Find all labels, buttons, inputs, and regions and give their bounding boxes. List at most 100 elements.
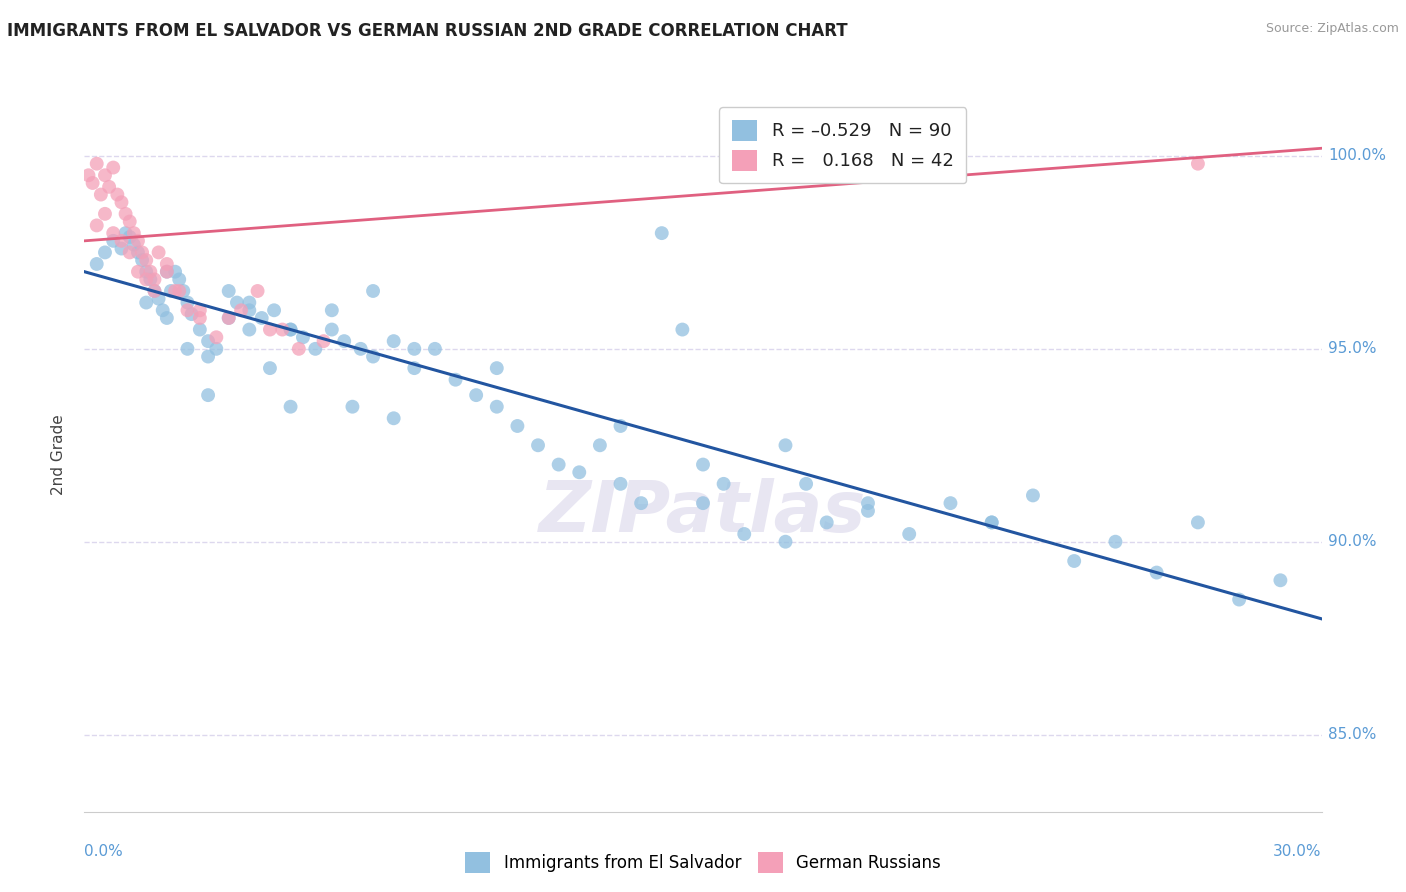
Text: ZIPatlas: ZIPatlas [540, 477, 866, 547]
Point [280, 322, 302, 336]
Point [114, 226, 136, 240]
Legend: Immigrants from El Salvador, German Russians: Immigrants from El Salvador, German Russ… [458, 846, 948, 880]
Point [118, 230, 141, 244]
Point [188, 322, 211, 336]
Point [205, 330, 228, 344]
Text: 95.0%: 95.0% [1327, 342, 1376, 356]
Text: 30.0%: 30.0% [1274, 844, 1322, 859]
Point [304, 342, 326, 356]
Point [1187, 516, 1209, 530]
Point [263, 303, 285, 318]
Point [156, 265, 179, 279]
Point [775, 534, 797, 549]
Point [218, 310, 240, 325]
Point [86, 257, 108, 271]
Point [176, 342, 198, 356]
Point [103, 161, 125, 175]
Point [485, 400, 508, 414]
Point [110, 195, 132, 210]
Point [218, 310, 240, 325]
Point [361, 350, 384, 364]
Point [238, 295, 260, 310]
Point [148, 292, 170, 306]
Point [135, 272, 157, 286]
Point [280, 322, 302, 336]
Point [188, 303, 211, 318]
Point [271, 322, 294, 336]
Point [94, 207, 117, 221]
Point [238, 303, 260, 318]
Point [176, 303, 198, 318]
Point [156, 310, 179, 325]
Point [692, 458, 714, 472]
Point [361, 284, 384, 298]
Point [1270, 574, 1292, 588]
Point [218, 284, 240, 298]
Point [291, 330, 314, 344]
Point [176, 295, 198, 310]
Point [167, 272, 190, 286]
Text: 90.0%: 90.0% [1327, 534, 1376, 549]
Point [205, 342, 228, 356]
Point [350, 342, 373, 356]
Point [103, 234, 125, 248]
Point [547, 458, 569, 472]
Point [127, 245, 149, 260]
Point [713, 476, 735, 491]
Point [118, 245, 141, 260]
Point [321, 322, 343, 336]
Point [167, 284, 190, 298]
Point [94, 245, 117, 260]
Point [342, 400, 364, 414]
Point [114, 207, 136, 221]
Point [118, 214, 141, 228]
Point [312, 334, 335, 348]
Point [135, 253, 157, 268]
Point [630, 496, 652, 510]
Point [197, 350, 219, 364]
Point [1146, 566, 1168, 580]
Point [980, 516, 1002, 530]
Point [98, 179, 121, 194]
Point [127, 265, 149, 279]
Point [188, 310, 211, 325]
Point [444, 373, 467, 387]
Point [527, 438, 550, 452]
Point [131, 245, 153, 260]
Point [110, 234, 132, 248]
Legend: R = –0.529   N = 90, R =   0.168   N = 42: R = –0.529 N = 90, R = 0.168 N = 42 [720, 107, 966, 183]
Point [165, 265, 187, 279]
Point [238, 322, 260, 336]
Point [143, 284, 166, 298]
Point [139, 265, 162, 279]
Point [143, 272, 166, 286]
Point [86, 157, 108, 171]
Point [148, 245, 170, 260]
Point [156, 265, 179, 279]
Point [382, 411, 405, 425]
Point [94, 168, 117, 182]
Point [86, 219, 108, 233]
Text: 85.0%: 85.0% [1327, 727, 1376, 742]
Y-axis label: 2nd Grade: 2nd Grade [51, 415, 66, 495]
Point [733, 527, 755, 541]
Point [229, 303, 252, 318]
Point [172, 284, 194, 298]
Point [568, 465, 591, 479]
Point [139, 272, 162, 286]
Point [226, 295, 249, 310]
Point [135, 295, 157, 310]
Point [90, 187, 112, 202]
Point [898, 527, 921, 541]
Point [609, 476, 631, 491]
Point [250, 310, 273, 325]
Point [1104, 534, 1126, 549]
Point [152, 303, 174, 318]
Point [197, 388, 219, 402]
Point [423, 342, 446, 356]
Point [856, 504, 879, 518]
Point [1022, 488, 1045, 502]
Point [692, 496, 714, 510]
Point [794, 476, 817, 491]
Point [165, 284, 187, 298]
